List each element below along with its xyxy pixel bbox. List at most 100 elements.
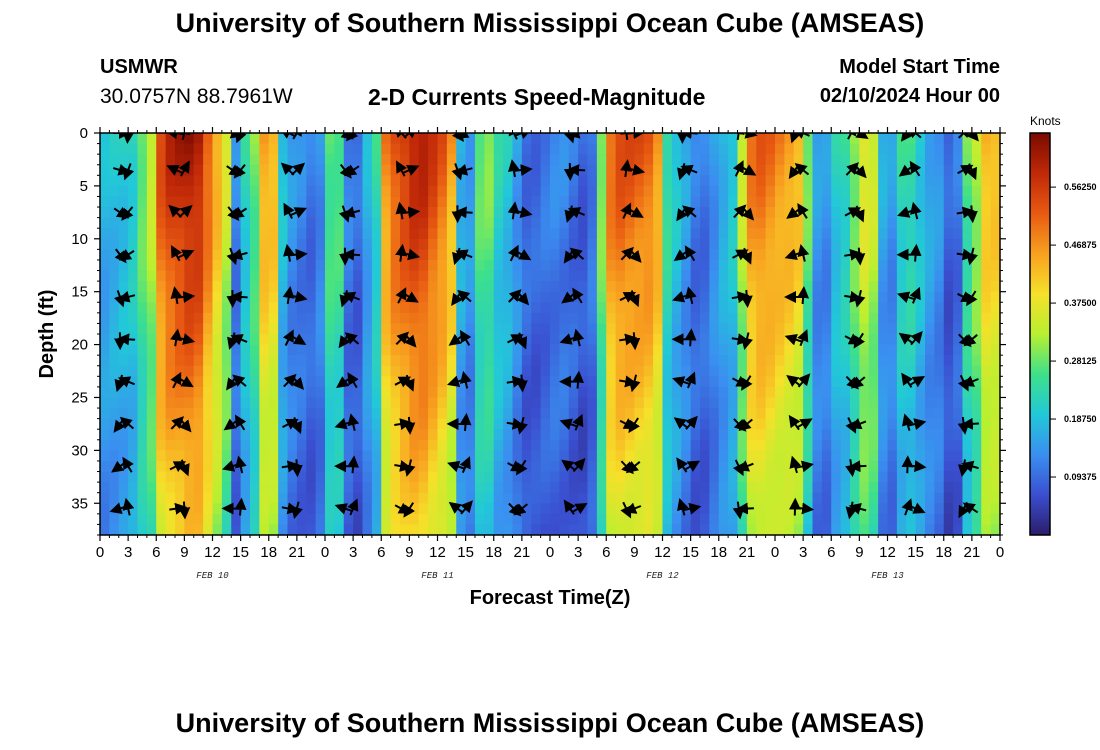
heat-cell <box>709 133 720 145</box>
current-vector-arrow <box>910 330 923 346</box>
heat-cell <box>831 513 842 526</box>
heat-cell <box>868 471 879 483</box>
heat-cell <box>512 238 523 250</box>
heat-cell <box>146 143 157 155</box>
heat-cell <box>596 143 607 155</box>
heat-cell <box>700 312 710 325</box>
heat-cell <box>746 397 757 409</box>
heat-cell <box>896 185 907 198</box>
heat-cell <box>596 439 607 451</box>
heat-cell <box>268 355 279 367</box>
heat-cell <box>765 513 776 526</box>
heat-cell <box>503 143 514 155</box>
heat-cell <box>409 302 420 314</box>
heat-cell <box>268 524 279 535</box>
heat-cell <box>606 143 617 155</box>
heat-cell <box>250 196 260 208</box>
heat-cell <box>765 281 776 293</box>
current-vector-arrow <box>232 374 247 387</box>
heat-cell <box>962 133 973 145</box>
heat-cell <box>493 418 504 430</box>
heat-cell <box>221 143 232 155</box>
heat-cell <box>671 524 682 535</box>
heat-cell <box>634 302 645 314</box>
heat-cell <box>840 460 851 473</box>
current-vector-arrow <box>627 163 646 176</box>
current-vector-arrow <box>1018 460 1023 473</box>
heat-cell <box>653 259 664 272</box>
heat-cell <box>821 450 832 462</box>
heat-cell <box>325 471 335 483</box>
heat-cell <box>240 228 251 240</box>
heat-cell <box>259 302 270 314</box>
heat-cell <box>484 175 495 187</box>
heat-cell <box>212 492 223 504</box>
heat-cell <box>503 471 514 483</box>
heat-cell <box>746 450 757 462</box>
heat-cell <box>250 217 260 229</box>
heat-cell <box>578 281 589 293</box>
heat-cell <box>831 270 842 282</box>
heat-cell <box>531 281 542 293</box>
heat-cell <box>250 154 260 166</box>
heat-cell <box>343 524 354 535</box>
heat-cell <box>784 228 795 240</box>
heat-cell <box>109 175 120 187</box>
heat-cell <box>100 228 110 240</box>
x-tick-label: 15 <box>457 544 474 561</box>
heat-cell <box>784 513 795 526</box>
heat-cell <box>887 175 898 187</box>
heat-cell <box>709 471 720 483</box>
heat-cell <box>840 312 851 325</box>
heat-cell <box>437 376 448 388</box>
heat-cell <box>137 503 148 515</box>
heat-cell <box>146 408 157 420</box>
heat-cell <box>221 492 232 504</box>
heat-cell <box>296 143 307 155</box>
heat-cell <box>728 323 739 335</box>
heat-cell <box>746 355 757 367</box>
heat-cell <box>334 281 345 293</box>
heat-cell <box>437 323 448 335</box>
heat-cell <box>709 291 720 303</box>
heat-cell <box>559 513 570 526</box>
heat-cell <box>718 164 729 176</box>
heat-cell <box>428 503 439 515</box>
heat-cell <box>334 365 345 377</box>
heat-cell <box>840 323 851 335</box>
heat-cell <box>559 185 570 198</box>
heat-cell <box>756 302 767 314</box>
heat-cell <box>381 154 392 166</box>
heat-cell <box>118 154 129 166</box>
heat-cell <box>643 376 654 388</box>
heat-cell <box>512 524 523 535</box>
heat-cell <box>409 439 420 451</box>
current-vector-arrow <box>853 247 866 266</box>
heat-cell <box>671 312 682 325</box>
heat-cell <box>184 513 195 526</box>
current-vector-arrow <box>117 333 136 346</box>
current-vector-arrow <box>627 206 644 218</box>
heat-cell <box>737 175 748 187</box>
heat-cell <box>362 281 373 293</box>
heat-cell <box>212 291 223 303</box>
heat-cell <box>381 471 392 483</box>
heat-cell <box>193 312 204 325</box>
heat-cell <box>793 355 804 367</box>
heat-cell <box>981 291 992 303</box>
heat-cell <box>146 323 157 335</box>
heat-cell <box>381 492 392 504</box>
heat-cell <box>812 344 823 356</box>
heat-cell <box>925 302 935 314</box>
heat-cell <box>381 217 392 229</box>
heat-cell <box>962 355 973 367</box>
heat-cell <box>287 408 298 420</box>
heat-cell <box>184 270 195 282</box>
heat-cell <box>315 439 326 451</box>
heat-cell <box>953 524 964 535</box>
heat-cell <box>887 376 898 388</box>
heat-cell <box>990 524 1000 535</box>
heat-cell <box>137 143 148 155</box>
heat-cell <box>587 482 598 494</box>
heat-cell <box>409 217 420 229</box>
